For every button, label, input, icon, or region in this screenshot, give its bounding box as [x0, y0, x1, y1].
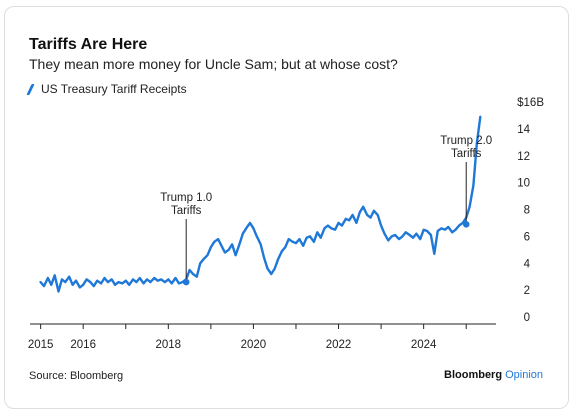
annotation-label-line2: Tariffs	[171, 205, 202, 217]
x-tick-label: 2020	[241, 339, 267, 351]
x-tick-label: 2022	[326, 339, 352, 351]
annotation-marker	[462, 220, 470, 228]
y-tick-label: 14	[517, 124, 530, 136]
legend: US Treasury Tariff Receipts	[26, 82, 187, 96]
x-tick-label: 2015	[28, 339, 54, 351]
series-layer	[39, 115, 482, 293]
y-unit-label: $16B	[517, 97, 544, 109]
x-tick-label: 2024	[411, 339, 437, 351]
y-tick-label: 0	[524, 312, 530, 324]
series-line	[39, 115, 482, 293]
annotation-marker	[182, 278, 190, 286]
y-tick-label: 10	[517, 178, 530, 190]
y-tick-label: 8	[524, 205, 530, 217]
x-axis: 2015 2016 2018 2020 2022 2024	[28, 323, 496, 351]
brand-suffix: Opinion	[505, 369, 544, 381]
legend-label: US Treasury Tariff Receipts	[41, 82, 187, 96]
annotation-label-line1: Trump 1.0	[160, 192, 212, 204]
x-tick-label: 2018	[156, 339, 182, 351]
annotation-label-line1: Trump 2.0	[440, 135, 492, 147]
y-tick-label: 6	[524, 231, 530, 243]
source-note: Source: Bloomberg	[29, 370, 124, 382]
y-tick-label: 4	[524, 258, 531, 270]
brand-name: Bloomberg	[444, 369, 503, 381]
annotation-label-line2: Tariffs	[451, 148, 482, 160]
chart-title: Tariffs Are Here	[29, 36, 148, 53]
y-axis: 0 2 4 6 8 10 12 14 $16B	[517, 97, 544, 324]
chart-subtitle: They mean more money for Uncle Sam; but …	[29, 56, 398, 72]
x-tick-label: 2016	[70, 339, 96, 351]
brand-logo: Bloomberg Opinion	[444, 369, 543, 381]
chart-card	[4, 6, 569, 409]
y-tick-label: 12	[517, 151, 530, 163]
y-tick-label: 2	[524, 285, 530, 297]
